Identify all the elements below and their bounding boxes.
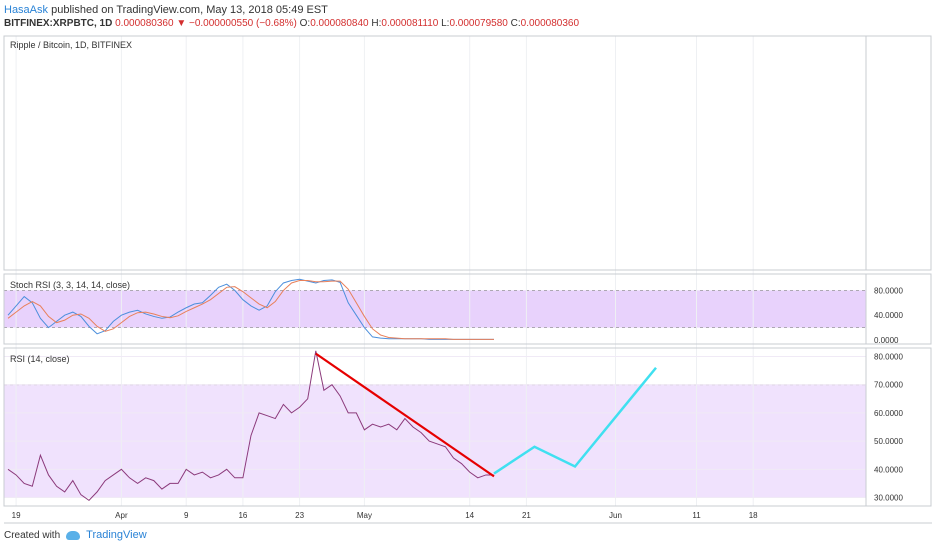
- high-value: 0.000081110: [381, 18, 439, 29]
- stoch-tick-label: 40.0000: [874, 311, 903, 320]
- open-value: 0.000080840: [310, 18, 369, 29]
- stoch-d-line: [7, 279, 494, 340]
- x-tick-label: 19: [12, 511, 21, 520]
- close-label: C:: [510, 18, 521, 29]
- x-tick-label: 11: [692, 511, 701, 520]
- footer: Created with TradingView: [4, 529, 147, 541]
- rsi-tick-label: 70.0000: [874, 381, 903, 390]
- rsi-line: [7, 350, 494, 502]
- ohlc-legend: BITFINEX:XRPBTC, 1D 0.000080360 ▼ −0.000…: [4, 18, 579, 29]
- last-value: 0.000080360: [115, 18, 174, 29]
- rsi-pane-frame: [3, 347, 932, 507]
- x-tick-label: Jun: [609, 511, 622, 520]
- x-tick-label: 21: [522, 511, 531, 520]
- rsi-tick-label: 40.0000: [874, 465, 903, 474]
- rsi-tick-label: 50.0000: [874, 437, 903, 446]
- stoch-panel-title: Stoch RSI (3, 3, 14, 14, close): [10, 280, 130, 290]
- publish-text: published on TradingView.com, May 13, 20…: [51, 4, 328, 16]
- price-pane-frame: [3, 35, 932, 271]
- close-value: 0.000080360: [520, 18, 580, 29]
- rsi-tick-label: 30.0000: [874, 494, 903, 503]
- tradingview-brand[interactable]: TradingView: [86, 529, 147, 541]
- rsi-trendline: [315, 352, 495, 478]
- stoch-tick-label: 0.0000: [874, 336, 899, 345]
- change-value: −0.000000550 (−0.68%): [189, 18, 297, 29]
- rsi-panel-title: RSI (14, close): [10, 354, 70, 364]
- open-label: O:: [299, 18, 311, 29]
- rsi-tick-label: 60.0000: [874, 409, 903, 418]
- low-label: L:: [441, 18, 450, 29]
- publish-info: HasaAsk published on TradingView.com, Ma…: [4, 4, 328, 16]
- symbol-label: BITFINEX:XRPBTC, 1D: [4, 18, 113, 29]
- x-tick-label: 18: [749, 511, 758, 520]
- x-tick-label: Apr: [115, 511, 128, 520]
- x-tick-label: 9: [184, 511, 189, 520]
- high-label: H:: [371, 18, 382, 29]
- price-panel-title: Ripple / Bitcoin, 1D, BITFINEX: [10, 40, 132, 50]
- stoch-band: [4, 290, 866, 328]
- x-tick-label: 16: [238, 511, 247, 520]
- stoch-pane-frame: [3, 273, 932, 345]
- low-value: 0.000079580: [449, 18, 508, 29]
- stoch-tick-label: 80.0000: [874, 286, 903, 295]
- author-link[interactable]: HasaAsk: [4, 4, 49, 16]
- created-with-text: Created with: [4, 529, 61, 541]
- rsi-projection-path: [493, 366, 657, 475]
- x-tick-label: 14: [465, 511, 474, 520]
- x-tick-label: May: [357, 511, 372, 520]
- tradingview-logo-icon: [66, 530, 81, 540]
- x-tick-label: 23: [295, 511, 304, 520]
- rsi-tick-label: 80.0000: [874, 352, 903, 361]
- down-arrow-icon: ▼: [176, 18, 187, 29]
